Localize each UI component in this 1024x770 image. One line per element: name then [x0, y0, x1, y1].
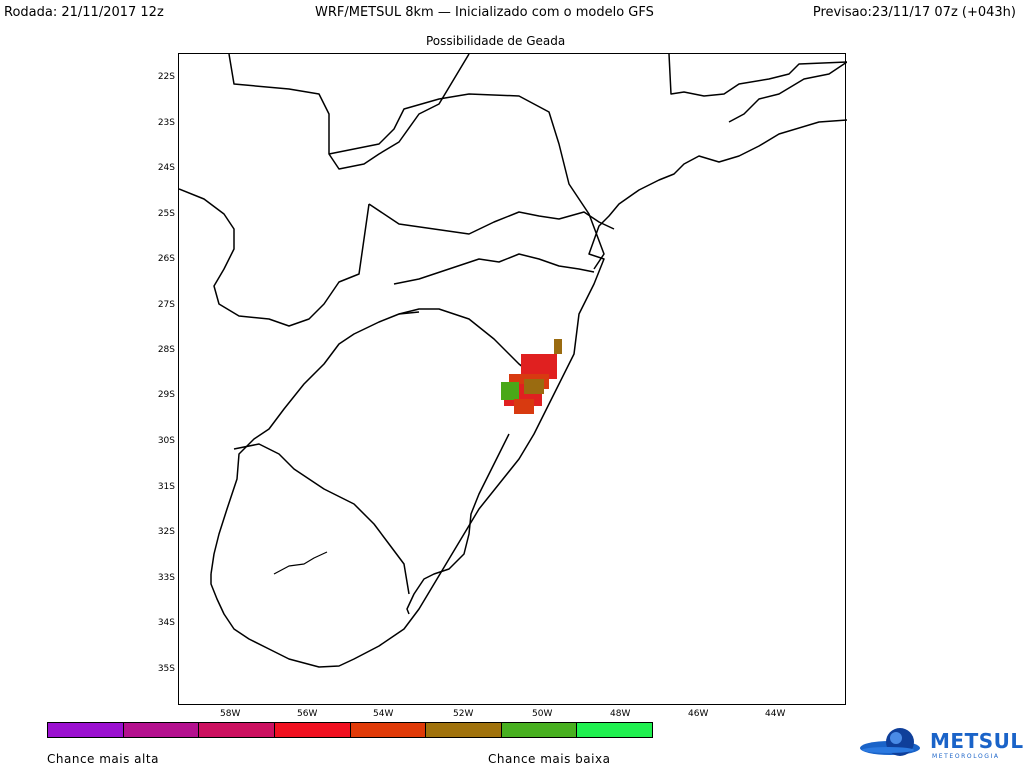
sc-border — [393, 253, 595, 285]
lat-label: 33S — [157, 573, 175, 583]
lat-label: 29S — [157, 390, 175, 400]
coastline — [210, 119, 847, 668]
legend-swatch — [350, 723, 427, 737]
legend-swatch — [577, 723, 652, 737]
frost-forecast-area — [501, 339, 562, 414]
lat-label: 26S — [157, 254, 175, 264]
map-subtitle: Possibilidade de Geada — [426, 34, 566, 48]
rio-negro — [273, 551, 328, 575]
coastline-north — [728, 61, 847, 123]
lon-label: 48W — [610, 709, 631, 719]
lat-label: 27S — [157, 300, 175, 310]
parana-border — [328, 93, 605, 270]
model-title: WRF/METSUL 8km — Inicializado com o mode… — [315, 5, 654, 20]
logo-name: METSUL — [930, 729, 1024, 753]
legend-swatch — [426, 723, 502, 737]
frost-cell — [514, 399, 534, 414]
lon-label: 44W — [765, 709, 786, 719]
lat-label: 28S — [157, 345, 175, 355]
lat-label: 35S — [157, 664, 175, 674]
lon-label: 46W — [688, 709, 709, 719]
frost-cell — [524, 379, 544, 394]
paraguay-border — [228, 54, 470, 170]
legend-swatch — [123, 723, 200, 737]
lon-label: 56W — [297, 709, 318, 719]
lat-label: 22S — [157, 72, 175, 82]
run-date-label: Rodada: 21/11/2017 12z — [4, 5, 164, 20]
sp-border — [368, 203, 615, 235]
lon-label: 52W — [453, 709, 474, 719]
lat-label: 34S — [157, 618, 175, 628]
lon-label: 50W — [532, 709, 553, 719]
legend-swatch — [48, 723, 124, 737]
lat-label: 31S — [157, 482, 175, 492]
uruguay-border — [233, 443, 410, 595]
logo-subtitle: METEOROLOGIA — [932, 753, 1000, 760]
lat-label: 32S — [157, 527, 175, 537]
legend-swatch — [199, 723, 275, 737]
sc-rs-border — [398, 308, 540, 375]
frost-cell — [501, 382, 519, 400]
lat-label: 24S — [157, 163, 175, 173]
lat-label: 23S — [157, 118, 175, 128]
legend-high-label: Chance mais alta — [47, 752, 159, 766]
lagoon — [406, 433, 510, 615]
western-border — [210, 311, 420, 575]
lon-label: 58W — [220, 709, 241, 719]
forecast-time-label: Previsao:23/11/17 07z (+043h) — [812, 5, 1016, 20]
lat-label: 30S — [157, 436, 175, 446]
legend-swatch — [501, 723, 578, 737]
lon-label: 54W — [373, 709, 394, 719]
metsul-logo: METSUL METEOROLOGIA — [860, 726, 1023, 764]
frost-cell — [554, 339, 562, 354]
lat-label: 25S — [157, 209, 175, 219]
color-legend — [47, 722, 653, 738]
map-outline — [179, 54, 847, 668]
globe-icon — [860, 728, 920, 756]
legend-low-label: Chance mais baixa — [488, 752, 611, 766]
argentina-border — [179, 188, 370, 327]
minas-border — [668, 54, 847, 97]
legend-swatch — [274, 723, 351, 737]
map-frame — [178, 53, 847, 705]
